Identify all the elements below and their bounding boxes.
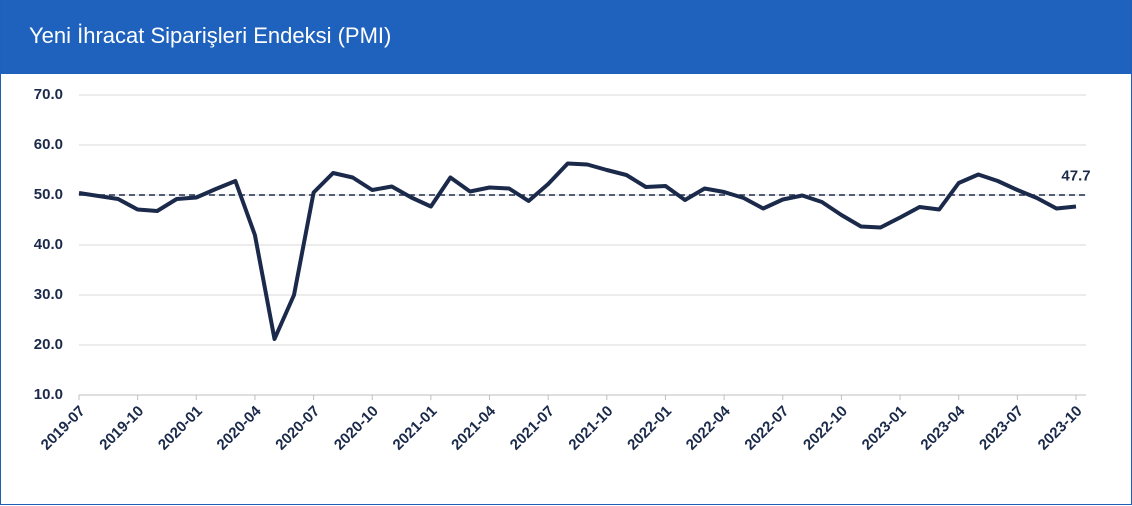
x-tick-label: 2020-07 bbox=[272, 403, 323, 454]
x-tick-label: 2022-07 bbox=[741, 403, 792, 454]
x-tick-label: 2020-01 bbox=[155, 403, 206, 454]
x-tick-label: 2021-10 bbox=[566, 403, 617, 454]
annotation: 47.7 bbox=[1061, 167, 1090, 184]
x-tick-label: 2022-10 bbox=[800, 403, 851, 454]
y-tick-label: 50.0 bbox=[34, 186, 63, 203]
y-tick-label: 70.0 bbox=[34, 86, 63, 103]
x-tick-label: 2021-04 bbox=[448, 402, 499, 453]
y-tick-label: 20.0 bbox=[34, 336, 63, 353]
x-tick-label: 2022-01 bbox=[624, 403, 675, 454]
x-tick-label: 2020-10 bbox=[331, 403, 382, 454]
y-tick-label: 60.0 bbox=[34, 136, 63, 153]
x-tick-label: 2023-07 bbox=[976, 403, 1027, 454]
line bbox=[78, 161, 1077, 341]
y-tick-label: 10.0 bbox=[34, 386, 63, 403]
x-tick-label: 2019-07 bbox=[38, 403, 89, 454]
x-tick-label: 2020-04 bbox=[214, 402, 265, 453]
x-tick-label: 2023-01 bbox=[859, 403, 910, 454]
y-tick-label: 30.0 bbox=[34, 286, 63, 303]
x-tick-label: 2023-04 bbox=[917, 402, 968, 453]
x-tick-label: 2023-10 bbox=[1035, 403, 1086, 454]
chart-title: Yeni İhracat Siparişleri Endeksi (PMI) bbox=[29, 23, 392, 48]
x-tick-label: 2019-10 bbox=[96, 403, 147, 454]
x-tick-label: 2022-04 bbox=[683, 402, 734, 453]
y-tick-label: 40.0 bbox=[34, 236, 63, 253]
title-banner: Yeni İhracat Siparişleri Endeksi (PMI) bbox=[1, 0, 1131, 74]
x-tick-label: 2021-07 bbox=[507, 403, 558, 454]
x-tick-label: 2021-01 bbox=[390, 403, 441, 454]
